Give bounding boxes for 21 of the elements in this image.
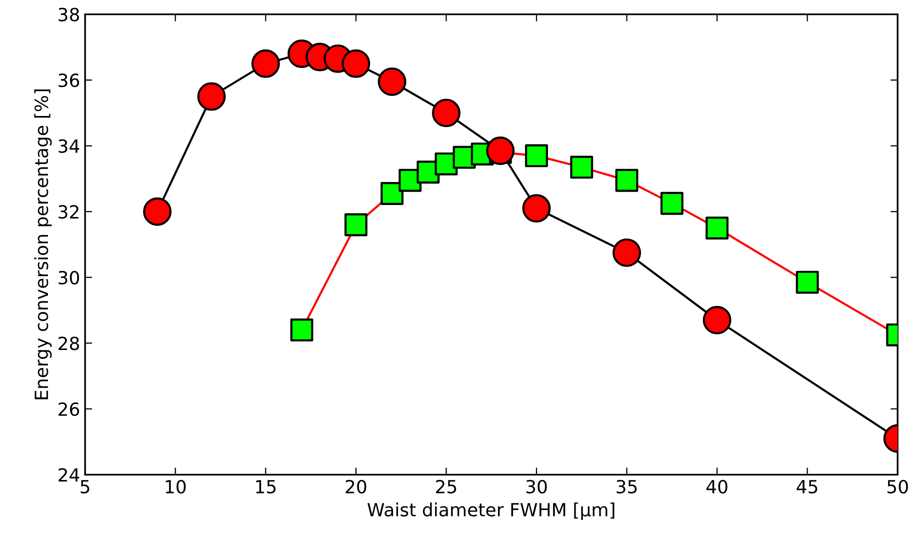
y-tick-label: 28 xyxy=(58,336,79,350)
x-tick-label: 35 xyxy=(616,480,637,494)
x-tick-label: 10 xyxy=(166,480,186,494)
y-tick-label: 36 xyxy=(58,74,80,88)
x-axis-title: Waist diameter FWHM [μm] xyxy=(368,502,614,520)
y-axis-title: Energy conversion percentage [%] xyxy=(34,90,52,400)
x-tick-label: 50 xyxy=(888,480,908,494)
x-tick-label: 45 xyxy=(796,480,818,494)
x-tick-label: 30 xyxy=(526,480,547,494)
y-tick-label: 38 xyxy=(58,8,79,22)
x-tick-label: 5 xyxy=(80,480,90,494)
y-tick-label: 30 xyxy=(58,270,80,284)
y-tick-label: 24 xyxy=(58,468,80,482)
x-tick-label: 15 xyxy=(256,480,276,494)
y-tick-label: 34 xyxy=(58,139,80,153)
x-tick-label: 20 xyxy=(346,480,366,494)
x-tick-label: 40 xyxy=(706,480,728,494)
y-tick-label: 26 xyxy=(58,402,80,416)
point xyxy=(486,136,515,165)
y-tick-label: 32 xyxy=(58,205,78,219)
x-tick-label: 25 xyxy=(436,480,456,494)
